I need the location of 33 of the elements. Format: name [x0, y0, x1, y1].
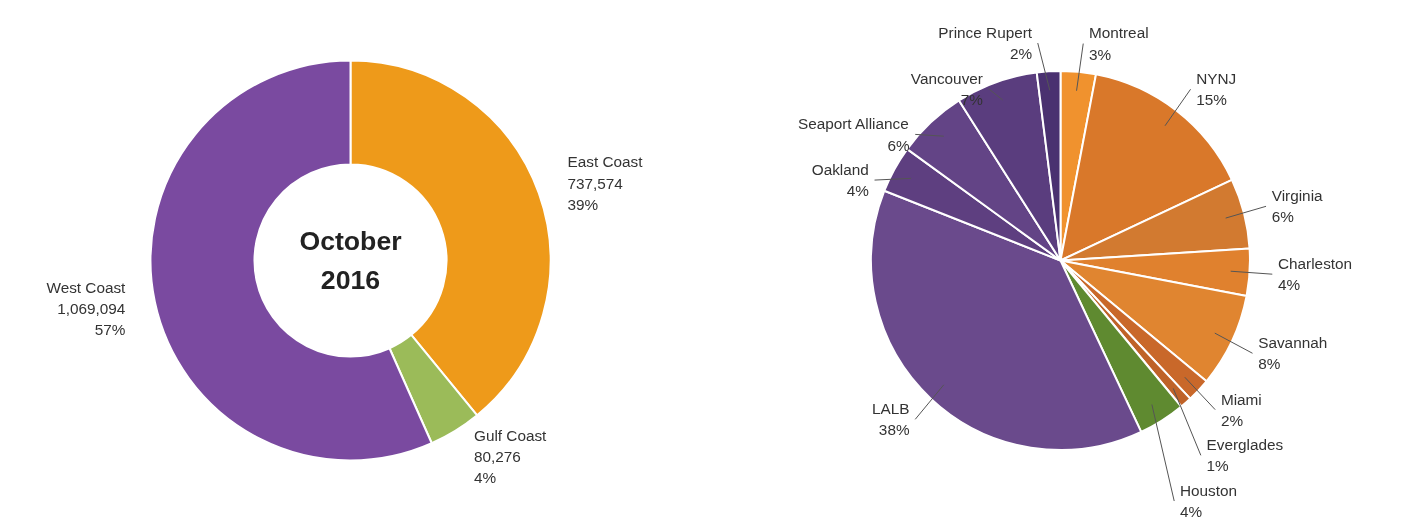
slice-label: Seaport Alliance	[797, 115, 909, 133]
slice-label: Houston	[1179, 481, 1237, 499]
data-label: 4%	[1179, 503, 1203, 521]
data-label: 7%	[960, 90, 984, 108]
data-label: 6%	[887, 136, 910, 154]
data-label: 4%	[1277, 276, 1301, 294]
data-label: 38%	[878, 421, 910, 439]
slice-label: Vancouver	[910, 69, 983, 87]
slice-label: Charleston	[1277, 255, 1353, 273]
slice-label: Miami	[1220, 390, 1262, 408]
data-label: 3%	[1088, 45, 1112, 63]
data-label: 1,069,094 57%	[57, 299, 126, 338]
data-label: 6%	[1271, 208, 1295, 226]
slice-label: LALB	[872, 400, 910, 418]
slice-label: Virginia	[1271, 187, 1324, 205]
data-label: 2%	[1009, 45, 1033, 63]
data-label: 15%	[1196, 91, 1228, 109]
slice-label: Montreal	[1088, 24, 1149, 42]
text: October 2016	[299, 226, 402, 295]
data-label: 737,574 39%	[567, 174, 624, 213]
slice-label: East Coast	[567, 153, 644, 171]
slice-label: West Coast	[46, 278, 127, 296]
data-label: 2%	[1220, 411, 1244, 429]
data-label: 8%	[1258, 355, 1281, 373]
slice-label: Gulf Coast	[473, 426, 548, 444]
slice-label: Everglades	[1206, 436, 1284, 454]
data-label: 80,276 4%	[473, 447, 521, 487]
slice-label: Prince Rupert	[938, 23, 1033, 41]
data-label: 4%	[846, 182, 870, 200]
slice-label: Oakland	[811, 160, 869, 178]
data-label: 1%	[1206, 457, 1230, 475]
slice-label: NYNJ	[1196, 70, 1237, 88]
slice-label: Savannah	[1258, 334, 1328, 352]
